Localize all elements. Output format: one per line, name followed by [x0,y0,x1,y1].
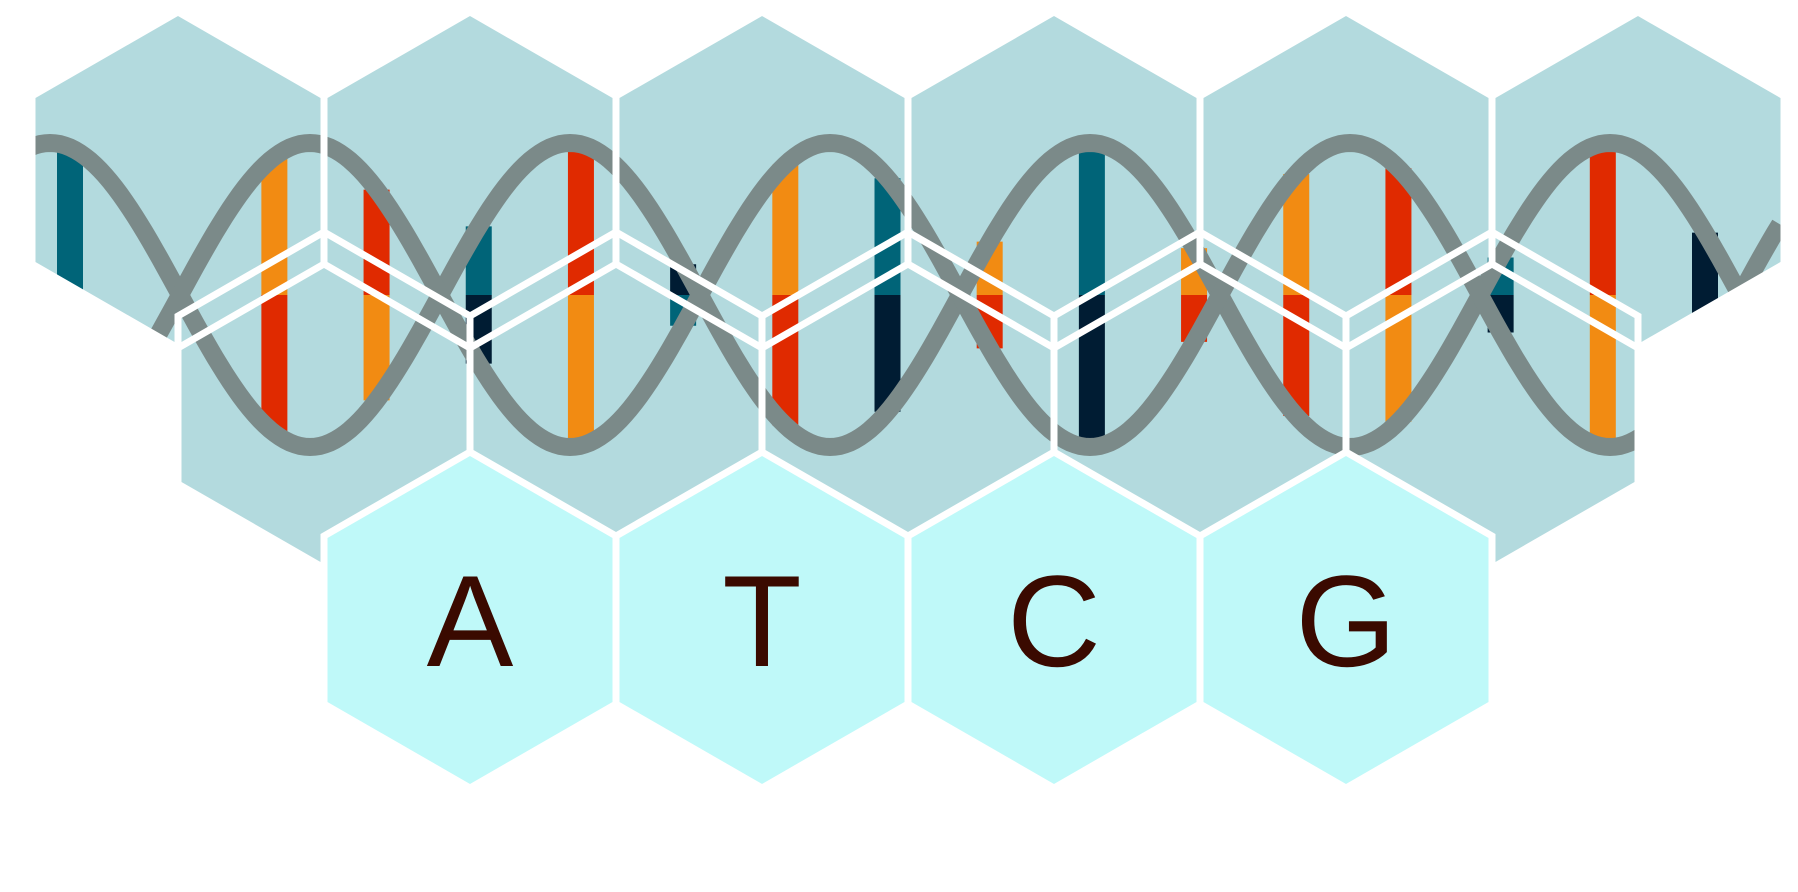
helix-hexagon [178,232,470,568]
base-hexagon-a: A [320,447,620,793]
helix-hexagon [1346,232,1638,568]
helix-hexagon [1200,12,1492,348]
base-letter: G [1295,548,1396,694]
dna-helix-illustration [32,133,1784,457]
helix-hexagon [324,12,616,348]
helix-hexagon [1054,232,1346,568]
base-letter: T [722,548,801,694]
base-hexagon-c: C [904,447,1204,793]
helix-hexagon [32,12,324,348]
base-letter: A [427,548,514,694]
base-hexagon-g: G [1196,447,1496,793]
base-hexagon-shape [1196,447,1496,793]
helix-backbone-strand-1 [32,133,1784,457]
base-hexagon-t: T [612,447,912,793]
base-letter: C [1007,548,1101,694]
